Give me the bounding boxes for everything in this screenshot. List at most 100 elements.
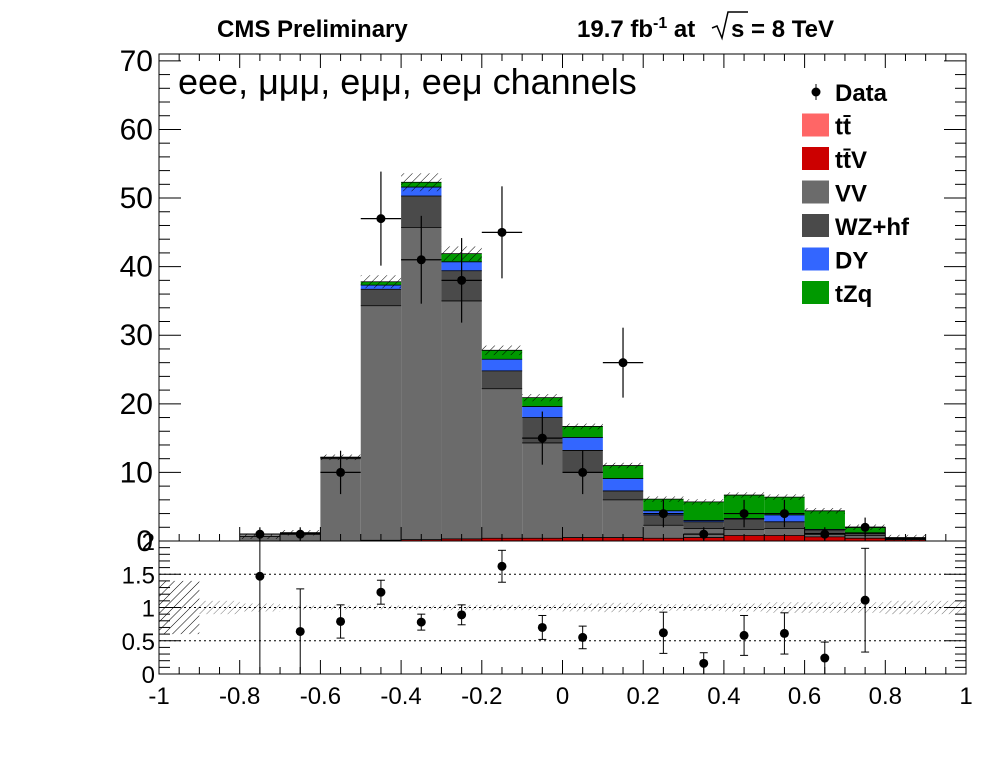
legend-swatch-DY — [802, 247, 829, 271]
mc-uncertainty — [360, 275, 402, 289]
ratio-point — [255, 571, 265, 581]
mc-uncertainty — [723, 492, 765, 498]
legend-label: tt̄V — [835, 147, 867, 174]
ratio-point — [497, 561, 507, 571]
main-plot: 0 10 20 30 40 50 60 70 — [120, 45, 967, 558]
ratio-point — [537, 622, 547, 632]
legend-label: VV — [835, 181, 867, 208]
x-tick-label: -0.4 — [380, 683, 421, 710]
bar-DY — [683, 520, 724, 522]
data-point — [537, 433, 547, 443]
ratio-point — [416, 617, 426, 627]
ratio-uncertainty — [602, 602, 644, 613]
bar-tZq — [683, 501, 724, 521]
data-point — [497, 227, 507, 237]
data-point — [336, 467, 346, 477]
mc-uncertainty — [804, 508, 845, 514]
y-tick-label: 50 — [120, 182, 153, 215]
y-tick-label: 40 — [120, 251, 153, 284]
svg-text:s = 8 TeV: s = 8 TeV — [731, 16, 834, 43]
mc-uncertainty — [643, 496, 684, 502]
data-point — [658, 509, 668, 519]
mc-uncertainty — [764, 494, 805, 500]
ratio-point — [336, 616, 346, 626]
ratio-point — [658, 628, 668, 638]
mc-uncertainty — [522, 394, 563, 402]
ratio-plot: 0 0.5 1 1.5 2 -1 -0.8 -0.6 -0.4 -0.2 0 0.2 0.4 0.6 0.8… — [122, 529, 973, 710]
x-tick-label: 0.4 — [707, 683, 740, 710]
y-tick-label: 30 — [120, 319, 153, 352]
y-tick-label: 0 — [136, 525, 153, 558]
legend-swatch-tt — [802, 113, 829, 137]
legend-label: Data — [835, 80, 888, 107]
data-point — [860, 522, 870, 532]
mc-uncertainty — [562, 423, 603, 430]
mc-uncertainty — [602, 462, 644, 469]
bar-VV — [481, 388, 523, 539]
x-tick-label: -0.2 — [461, 683, 502, 710]
lumi-label: 19.7 fb-1 at — [577, 15, 695, 43]
bar-tZq — [522, 397, 563, 407]
ratio-point — [739, 630, 749, 640]
y-tick-label: 20 — [120, 388, 153, 421]
ratio-uncertainty — [522, 604, 563, 611]
legend-swatch-VV — [802, 180, 829, 204]
bar-WZhf — [360, 289, 402, 306]
x-tick-label: 0.2 — [627, 683, 660, 710]
bar-tZq — [804, 510, 845, 530]
energy-label: s = 8 TeV — [711, 11, 834, 43]
legend-swatch-WZhf — [802, 214, 829, 237]
ratio-point — [457, 610, 467, 620]
channel-label: eee, μμμ, eμμ, eeμ channels — [178, 61, 637, 102]
bar-tZq — [562, 426, 603, 438]
mc-uncertainty — [401, 173, 442, 192]
data-point — [376, 214, 386, 224]
data-point — [739, 509, 749, 519]
x-tick-label: 0 — [556, 683, 569, 710]
y-tick-label: 70 — [120, 45, 153, 78]
bar-VV — [441, 300, 482, 539]
experiment-label: CMS Preliminary — [217, 16, 408, 43]
data-point — [578, 467, 588, 477]
ratio-point — [376, 587, 386, 597]
legend-label: tZq — [835, 281, 872, 308]
x-tick-label: 0.8 — [869, 683, 902, 710]
x-tick-label: -0.6 — [300, 683, 341, 710]
legend-swatch-tZq — [802, 281, 829, 304]
bar-VV — [723, 529, 765, 536]
legend-label: DY — [835, 248, 868, 275]
ratio-uncertainty — [562, 603, 603, 612]
legend: Data tt̄ tt̄V VV WZ+hf DY tZq — [802, 80, 910, 308]
ratio-uncertainty — [481, 604, 523, 611]
bar-WZhf — [481, 370, 523, 389]
mc-uncertainty — [683, 499, 724, 505]
ratio-uncertainty — [683, 604, 724, 611]
ratio-y-tick-label: 1.5 — [122, 562, 155, 589]
bar-VV — [360, 305, 402, 541]
data-point — [618, 358, 628, 368]
bar-tZq — [602, 465, 644, 479]
ratio-point — [578, 632, 588, 642]
ratio-point — [699, 658, 709, 668]
ratio-point — [860, 595, 870, 605]
legend-label: WZ+hf — [835, 214, 910, 241]
ratio-uncertainty — [643, 604, 684, 611]
bar-DY — [401, 187, 442, 196]
bar-WZhf — [602, 490, 644, 500]
ratio-point — [295, 626, 305, 636]
ratio-y-tick-label: 2 — [142, 529, 155, 556]
ratio-point — [820, 653, 830, 663]
x-tick-label: 1 — [959, 683, 972, 710]
bar-VV — [764, 528, 805, 536]
x-tick-label: 0.6 — [788, 683, 821, 710]
bar-DY — [602, 478, 644, 491]
data-point — [779, 509, 789, 519]
bar-VV — [602, 499, 644, 538]
ratio-uncertainty — [401, 605, 442, 610]
y-tick-label: 10 — [120, 456, 153, 489]
ratio-y-tick-label: 0 — [142, 662, 155, 689]
bar-DY — [481, 359, 523, 371]
bar-VV — [643, 525, 684, 539]
x-tick-label: -0.8 — [219, 683, 260, 710]
